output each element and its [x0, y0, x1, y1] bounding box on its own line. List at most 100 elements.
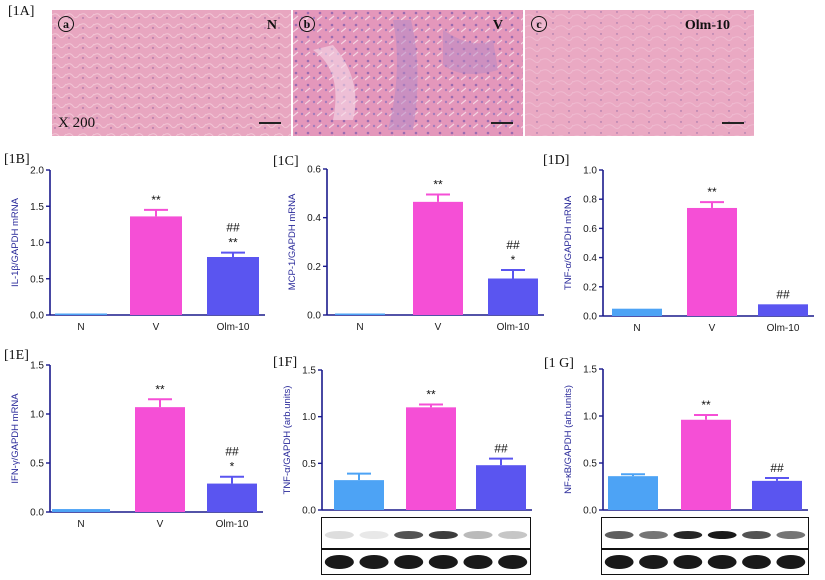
x-tick-label: V	[157, 519, 164, 530]
tissue-texture	[525, 10, 754, 136]
bar-v	[687, 207, 737, 316]
y-tick-label: 1.5	[30, 361, 44, 372]
histology-image-olm10: c Olm-10	[525, 10, 754, 136]
y-tick-label: 0.0	[30, 311, 44, 322]
y-tick-label: 0.5	[302, 459, 316, 470]
blot-band	[498, 531, 528, 539]
blot-band	[673, 531, 703, 539]
bar-v	[130, 216, 182, 315]
x-tick-label: N	[633, 323, 640, 334]
y-tick-label: 0.0	[302, 506, 316, 517]
bar-n	[52, 509, 110, 512]
x-tick-label: N	[77, 322, 84, 333]
y-tick-label: 0.2	[307, 262, 321, 273]
significance-marker: ##	[494, 442, 508, 456]
blot-band	[707, 555, 737, 569]
y-tick-label: 0.5	[30, 459, 44, 470]
panel-label-1d: [1D]	[543, 153, 570, 168]
magnification-label: X 200	[58, 115, 96, 131]
x-tick-label: N	[77, 519, 84, 530]
bar-olm-10	[752, 480, 802, 510]
x-tick-label: V	[153, 322, 160, 333]
significance-marker: **	[155, 382, 165, 396]
significance-marker: **	[433, 178, 443, 192]
y-axis-label: TNF-α/GAPDH mRNA	[563, 195, 574, 290]
bar-v	[135, 407, 185, 512]
significance-marker: ##	[776, 287, 790, 301]
bar-v	[406, 407, 456, 510]
significance-marker: ##	[226, 221, 240, 235]
group-label-n: N	[266, 18, 277, 33]
significance-marker: **	[707, 185, 717, 199]
bar-n	[335, 313, 385, 315]
scale-bar	[259, 122, 281, 124]
y-tick-label: 1.5	[583, 365, 597, 376]
significance-marker: *	[230, 460, 235, 474]
bar-n	[55, 313, 107, 315]
bar-n	[334, 480, 384, 510]
significance-marker: **	[426, 388, 436, 402]
western-blot-nfkb-gapdh	[601, 549, 809, 575]
y-tick-label: 1.5	[302, 366, 316, 377]
y-tick-label: 0.6	[307, 165, 321, 176]
image-badge-b: b	[299, 16, 315, 32]
significance-marker: **	[701, 398, 711, 412]
panel-label-1b: [1B]	[4, 152, 30, 167]
significance-marker: ##	[506, 238, 520, 252]
significance-marker: ##	[770, 461, 784, 475]
x-tick-label: Olm-10	[216, 519, 249, 530]
bar-olm-10	[758, 304, 808, 316]
significance-marker: ##	[225, 445, 239, 459]
blot-band	[428, 555, 458, 569]
blot-band	[673, 555, 703, 569]
y-axis-label: IL-1β/GAPDH mRNA	[10, 197, 21, 287]
y-axis-label: MCP-1/GAPDH mRNA	[287, 193, 298, 290]
blot-band	[428, 531, 458, 539]
blot-band	[776, 531, 806, 539]
y-tick-label: 0.5	[30, 274, 44, 285]
significance-marker: **	[151, 193, 161, 207]
tissue-texture	[293, 10, 523, 136]
y-tick-label: 1.5	[30, 202, 44, 213]
y-axis-label: NF-κB/GAPDH (arb.units)	[563, 385, 574, 494]
blot-band	[604, 555, 634, 569]
blot-band	[324, 555, 354, 569]
bar-v	[681, 419, 731, 510]
y-tick-label: 0.0	[583, 312, 597, 323]
tissue-texture	[52, 10, 291, 136]
y-tick-label: 0.4	[583, 253, 597, 264]
y-tick-label: 0.0	[583, 506, 597, 517]
histology-image-v: b V	[293, 10, 523, 136]
x-tick-label: V	[709, 323, 716, 334]
y-tick-label: 0.5	[583, 459, 597, 470]
y-tick-label: 0.0	[30, 508, 44, 519]
y-axis-label: TNF-α/GAPDH (arb.units)	[282, 386, 293, 495]
significance-marker: **	[228, 236, 238, 250]
blot-band	[707, 531, 737, 539]
image-badge-a: a	[58, 16, 74, 32]
western-blot-tnfa-target	[321, 517, 531, 549]
blot-band	[324, 531, 354, 539]
blot-band	[359, 555, 389, 569]
blot-band	[498, 555, 528, 569]
scale-bar	[722, 122, 744, 124]
bar-olm-10	[476, 465, 526, 510]
y-tick-label: 1.0	[30, 238, 44, 249]
y-tick-label: 0.0	[307, 311, 321, 322]
group-label-olm10: Olm-10	[684, 18, 730, 33]
y-tick-label: 0.4	[307, 213, 321, 224]
blot-band	[604, 531, 634, 539]
panel-label-1g: [1 G]	[544, 356, 574, 371]
significance-marker: *	[511, 253, 516, 267]
x-tick-label: Olm-10	[497, 322, 530, 333]
blot-band	[463, 555, 493, 569]
y-tick-label: 0.2	[583, 282, 597, 293]
image-badge-c: c	[531, 16, 547, 32]
y-tick-label: 1.0	[583, 412, 597, 423]
group-label-v: V	[492, 18, 503, 33]
scale-bar	[491, 122, 513, 124]
blot-band	[742, 555, 771, 569]
blot-band	[639, 555, 668, 569]
panel-label-1a: [1A]	[8, 4, 35, 19]
blot-band	[742, 531, 771, 539]
